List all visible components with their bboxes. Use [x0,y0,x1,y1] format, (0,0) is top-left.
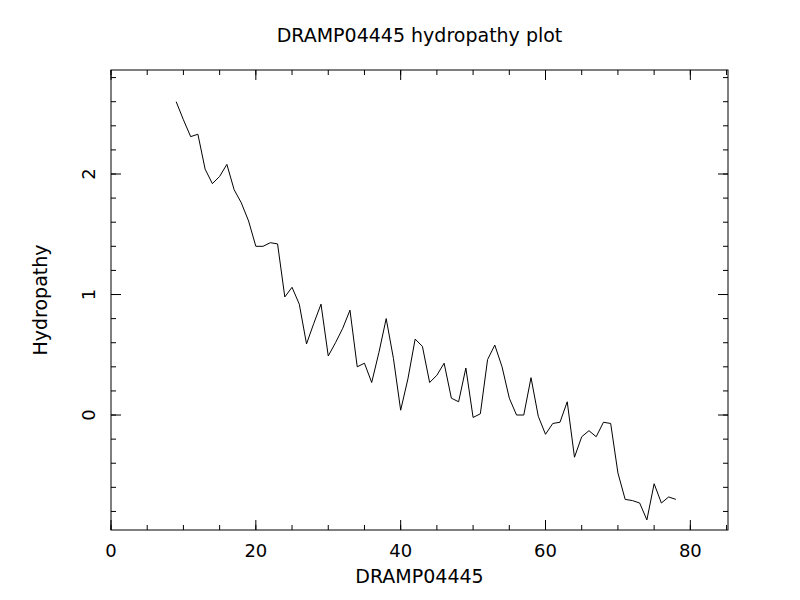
y-minor-tick [111,101,116,102]
x-minor-tick [473,70,474,75]
x-tick-label: 0 [105,540,116,561]
y-minor-tick [723,511,728,512]
y-minor-tick [723,390,728,391]
y-tick [111,294,121,295]
x-tick [255,70,256,80]
x-minor-tick [219,525,220,530]
y-axis-label: Hydropathy [29,244,51,355]
x-minor-tick [509,70,510,75]
y-minor-tick [111,246,116,247]
x-minor-tick [726,70,727,75]
plot-frame [111,70,728,530]
y-minor-tick [723,77,728,78]
x-minor-tick [147,525,148,530]
x-minor-tick [436,525,437,530]
x-tick [545,520,546,530]
y-tick [111,415,121,416]
x-minor-tick [617,525,618,530]
y-minor-tick [723,222,728,223]
x-tick-label: 80 [679,540,702,561]
y-minor-tick [111,366,116,367]
y-minor-tick [111,439,116,440]
y-minor-tick [723,149,728,150]
y-minor-tick [723,366,728,367]
x-tick-label: 40 [389,540,412,561]
x-tick-label: 20 [244,540,267,561]
y-minor-tick [723,246,728,247]
plot-area [176,102,676,520]
x-minor-tick [654,525,655,530]
axes [111,70,728,530]
y-minor-tick [723,439,728,440]
x-minor-tick [581,70,582,75]
y-minor-tick [723,463,728,464]
y-tick-label: 1 [78,289,99,300]
x-minor-tick [617,70,618,75]
y-minor-tick [111,270,116,271]
y-minor-tick [111,390,116,391]
x-minor-tick [328,525,329,530]
y-minor-tick [723,487,728,488]
y-tick [718,294,728,295]
x-minor-tick [364,70,365,75]
x-minor-tick [726,525,727,530]
x-minor-tick [219,70,220,75]
x-minor-tick [147,70,148,75]
y-minor-tick [111,149,116,150]
x-tick [690,70,691,80]
y-minor-tick [723,101,728,102]
hydropathy-line [176,102,676,520]
x-tick [255,520,256,530]
y-tick [718,415,728,416]
y-minor-tick [723,270,728,271]
y-minor-tick [111,198,116,199]
x-minor-tick [183,70,184,75]
x-minor-tick [292,70,293,75]
x-axis-label: DRAMP04445 [355,565,483,587]
y-minor-tick [111,342,116,343]
y-tick-label: 2 [78,168,99,179]
x-minor-tick [183,525,184,530]
x-tick [690,520,691,530]
y-minor-tick [723,125,728,126]
x-tick [545,70,546,80]
y-tick-label: 0 [78,409,99,420]
x-minor-tick [436,70,437,75]
y-minor-tick [111,77,116,78]
y-minor-tick [111,487,116,488]
y-minor-tick [111,463,116,464]
y-minor-tick [723,198,728,199]
x-tick-label: 60 [534,540,557,561]
chart: 0 20 40 60 80 0 1 2 DRAMP04445 hydropathy plot DR… [0,0,800,600]
x-tick [400,70,401,80]
x-tick [400,520,401,530]
y-minor-tick [111,222,116,223]
x-minor-tick [364,525,365,530]
y-minor-tick [111,511,116,512]
y-minor-tick [723,342,728,343]
y-tick [111,174,121,175]
y-minor-tick [723,318,728,319]
x-minor-tick [581,525,582,530]
y-tick [718,174,728,175]
y-minor-tick [111,125,116,126]
title: DRAMP04445 hydropathy plot [277,24,563,46]
x-minor-tick [509,525,510,530]
x-tick [111,520,112,530]
x-minor-tick [328,70,329,75]
x-minor-tick [654,70,655,75]
x-tick [111,70,112,80]
x-minor-tick [473,525,474,530]
x-minor-tick [292,525,293,530]
y-minor-tick [111,318,116,319]
